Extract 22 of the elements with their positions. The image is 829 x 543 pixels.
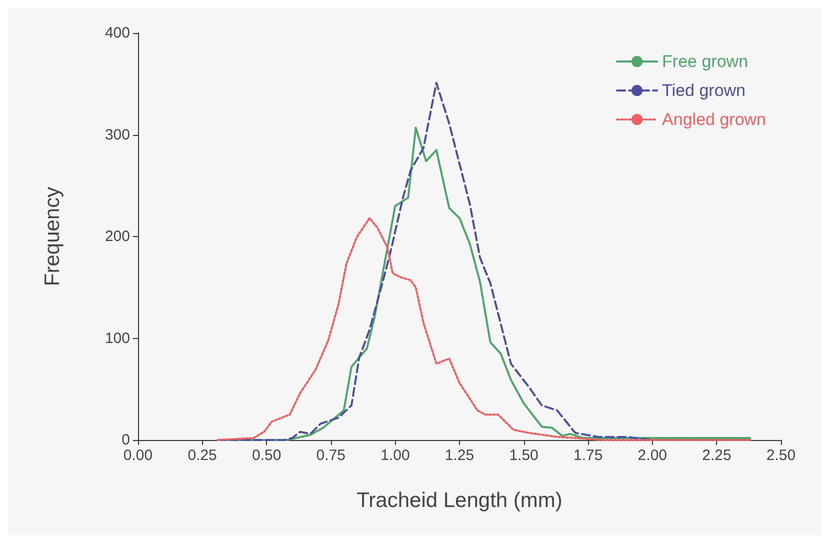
x-tick-label: 1.00 — [380, 447, 410, 464]
y-tick-label: 400 — [104, 24, 130, 42]
x-tick-label: 1.75 — [574, 447, 603, 464]
x-tick-label: 2.25 — [702, 447, 732, 464]
x-tick-label: 0.50 — [252, 447, 282, 464]
x-tick-label: 2.00 — [638, 447, 667, 464]
x-tick-label: 0.00 — [123, 447, 153, 464]
x-tick-label: 1.25 — [444, 447, 474, 464]
y-tick-label: 200 — [104, 228, 130, 245]
line-series — [216, 217, 752, 441]
x-tick-label: 0.25 — [188, 447, 217, 464]
x-tick-label: 2.50 — [766, 447, 796, 464]
y-tick-label: 300 — [104, 126, 130, 144]
y-tick-label: 0 — [122, 432, 130, 448]
legend-label: Free grown — [662, 52, 748, 71]
x-axis-title: Tracheid Length (mm) — [356, 489, 562, 512]
y-axis-title: Frequency — [41, 186, 64, 286]
y-tick-label: 100 — [104, 330, 130, 347]
x-tick-label: 1.50 — [509, 447, 538, 464]
x-tick-label: 0.75 — [316, 447, 346, 464]
legend-label: Tied grown — [662, 81, 746, 100]
legend-label: Angled grown — [662, 110, 766, 129]
